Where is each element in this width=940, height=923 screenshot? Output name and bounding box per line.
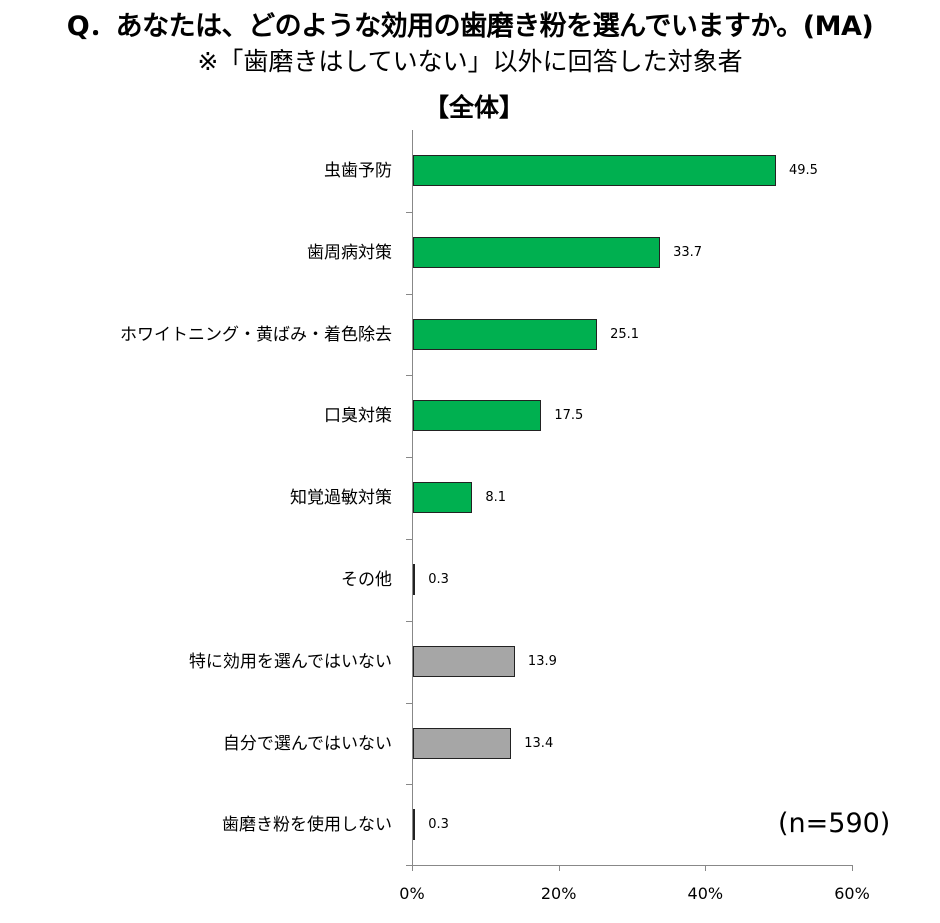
- value-label: 8.1: [485, 490, 507, 506]
- x-tick-label: 60%: [834, 884, 870, 903]
- value-label: 33.7: [673, 244, 703, 260]
- bar: [413, 809, 415, 841]
- bar: [413, 482, 473, 514]
- value-label: 17.5: [554, 408, 584, 424]
- x-tick: [705, 865, 707, 871]
- value-label: 49.5: [789, 162, 818, 178]
- chart-subtitle: ※「歯磨きはしていない」以外に回答した対象者: [197, 47, 743, 76]
- y-axis: [412, 130, 413, 866]
- chart-title: Q．あなたは、どのような効用の歯磨き粉を選んでいますか。(MA): [66, 11, 874, 42]
- value-label: 13.4: [524, 735, 554, 751]
- y-tick: [406, 457, 413, 459]
- category-label: 虫歯予防: [324, 160, 392, 181]
- category-label: ホワイトニング・黄ばみ・着色除去: [120, 324, 392, 345]
- y-tick: [406, 539, 413, 540]
- bar: [413, 645, 515, 677]
- x-tick: [852, 865, 853, 871]
- category-label: 自分で選んではいない: [222, 733, 392, 754]
- y-tick: [406, 211, 413, 213]
- x-axis: [406, 865, 853, 866]
- bar: [413, 154, 776, 186]
- bar: [413, 727, 512, 759]
- bar: [413, 400, 542, 432]
- group-label: 【全体】: [423, 93, 524, 122]
- x-tick: [558, 865, 560, 871]
- x-tick-label: 20%: [540, 884, 577, 903]
- y-tick: [406, 784, 413, 786]
- category-label: 歯磨き粉を使用しない: [222, 815, 392, 836]
- category-label: 歯周病対策: [307, 242, 392, 263]
- value-label: 13.9: [527, 653, 557, 669]
- x-tick: [412, 865, 413, 871]
- category-label: 知覚過敏対策: [290, 488, 392, 509]
- x-tick-label: 40%: [687, 884, 724, 903]
- bar: [413, 563, 415, 595]
- y-tick: [406, 702, 413, 704]
- value-label: 0.3: [428, 571, 449, 587]
- value-label: 25.1: [610, 326, 640, 342]
- y-tick: [406, 293, 413, 295]
- value-label: 0.3: [428, 817, 449, 833]
- category-label: 口臭対策: [324, 406, 392, 427]
- category-label: 特に効用を選んではいない: [188, 651, 392, 672]
- bar: [413, 318, 598, 350]
- x-tick-label: 0%: [399, 884, 425, 903]
- y-tick: [406, 375, 413, 377]
- bar: [413, 236, 661, 268]
- sample-size-label: (n=590): [778, 808, 891, 839]
- category-label: その他: [341, 569, 392, 590]
- y-tick: [406, 620, 413, 622]
